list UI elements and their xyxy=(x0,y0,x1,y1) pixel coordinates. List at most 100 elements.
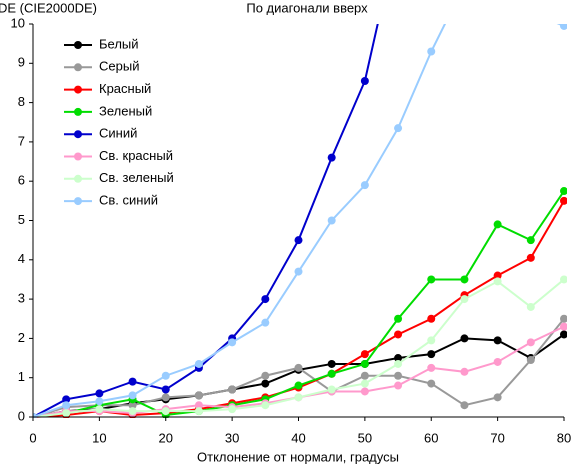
x-tick-label: 80 xyxy=(557,430,571,445)
y-tick-label: 8 xyxy=(18,94,25,109)
data-point xyxy=(194,407,203,416)
x-axis-label: Отклонение от нормали, градусы xyxy=(197,449,399,464)
y-tick-label: 3 xyxy=(18,291,25,306)
x-tick-label: 30 xyxy=(225,430,239,445)
legend-label: Синий xyxy=(99,126,137,141)
y-tick-label: 9 xyxy=(18,55,25,70)
y-axis-label: DE (CIE2000DE) xyxy=(0,0,97,15)
data-point xyxy=(560,24,567,30)
data-point xyxy=(95,389,104,398)
x-tick-label: 20 xyxy=(159,430,173,445)
data-point xyxy=(527,8,535,16)
legend-label: Св. красный xyxy=(99,148,173,163)
data-point xyxy=(62,401,71,410)
data-point xyxy=(228,338,237,347)
data-point xyxy=(493,271,502,280)
data-point xyxy=(261,401,270,410)
data-point xyxy=(427,314,436,323)
data-point xyxy=(261,379,270,388)
data-point xyxy=(560,314,567,323)
data-point xyxy=(560,187,567,196)
data-point xyxy=(394,330,403,339)
data-point xyxy=(493,357,502,366)
data-point xyxy=(560,196,567,205)
y-tick-label: 4 xyxy=(18,251,25,266)
data-point xyxy=(427,336,436,345)
legend-label: Серый xyxy=(99,59,139,74)
data-point xyxy=(62,395,71,404)
y-tick-label: 5 xyxy=(18,212,25,227)
data-point xyxy=(194,359,203,368)
data-point xyxy=(560,322,567,331)
data-point xyxy=(327,216,336,225)
data-point xyxy=(460,275,469,284)
data-point xyxy=(460,401,469,410)
data-point xyxy=(394,124,403,133)
data-point xyxy=(394,371,403,380)
data-point xyxy=(493,393,502,402)
y-tick-label: 1 xyxy=(18,369,25,384)
legend-marker xyxy=(74,174,82,183)
data-point xyxy=(228,385,237,394)
y-tick-label: 10 xyxy=(11,15,25,30)
chart-title: По диагонали вверх xyxy=(246,0,368,15)
data-point xyxy=(128,391,137,400)
data-point xyxy=(460,295,469,304)
legend-marker xyxy=(74,152,82,161)
data-point xyxy=(294,267,303,276)
data-point xyxy=(294,236,303,245)
data-point xyxy=(526,356,535,365)
x-tick-label: 0 xyxy=(29,430,36,445)
data-point xyxy=(493,336,502,345)
data-point xyxy=(394,354,403,363)
data-point xyxy=(427,350,436,359)
x-tick-label: 50 xyxy=(358,430,372,445)
data-point xyxy=(427,363,436,372)
data-point xyxy=(261,295,270,304)
data-point xyxy=(526,236,535,245)
legend-marker xyxy=(74,63,82,72)
data-point xyxy=(294,393,303,402)
data-point xyxy=(62,409,71,418)
data-point xyxy=(327,369,336,378)
legend-marker xyxy=(74,41,82,49)
data-point xyxy=(161,407,170,416)
data-point xyxy=(360,379,369,388)
data-point xyxy=(360,371,369,380)
data-point xyxy=(526,338,535,347)
x-tick-label: 70 xyxy=(490,430,504,445)
data-point xyxy=(360,76,369,85)
data-point xyxy=(327,385,336,394)
data-point xyxy=(394,314,403,323)
x-tick-label: 60 xyxy=(424,430,438,445)
data-point xyxy=(360,181,369,190)
data-point xyxy=(427,275,436,284)
data-point xyxy=(427,47,436,56)
data-point xyxy=(194,391,203,400)
data-point xyxy=(294,381,303,390)
data-point xyxy=(526,302,535,311)
legend-label: Св. синий xyxy=(99,193,158,208)
data-point xyxy=(360,350,369,359)
legend-label: Красный xyxy=(99,81,151,96)
data-point xyxy=(560,330,567,339)
data-point xyxy=(394,359,403,368)
data-point xyxy=(128,401,137,410)
data-point xyxy=(360,359,369,368)
data-point xyxy=(161,385,170,394)
y-tick-label: 6 xyxy=(18,173,25,188)
legend-marker xyxy=(74,130,82,139)
legend-marker xyxy=(74,197,82,206)
data-point xyxy=(95,405,104,414)
x-tick-label: 40 xyxy=(291,430,305,445)
data-point xyxy=(394,381,403,390)
data-point xyxy=(526,253,535,262)
data-point xyxy=(493,220,502,229)
data-point xyxy=(327,153,336,162)
data-point xyxy=(327,359,336,368)
data-point xyxy=(460,367,469,376)
data-point xyxy=(128,407,137,416)
legend-marker xyxy=(74,85,82,94)
data-point xyxy=(294,363,303,372)
